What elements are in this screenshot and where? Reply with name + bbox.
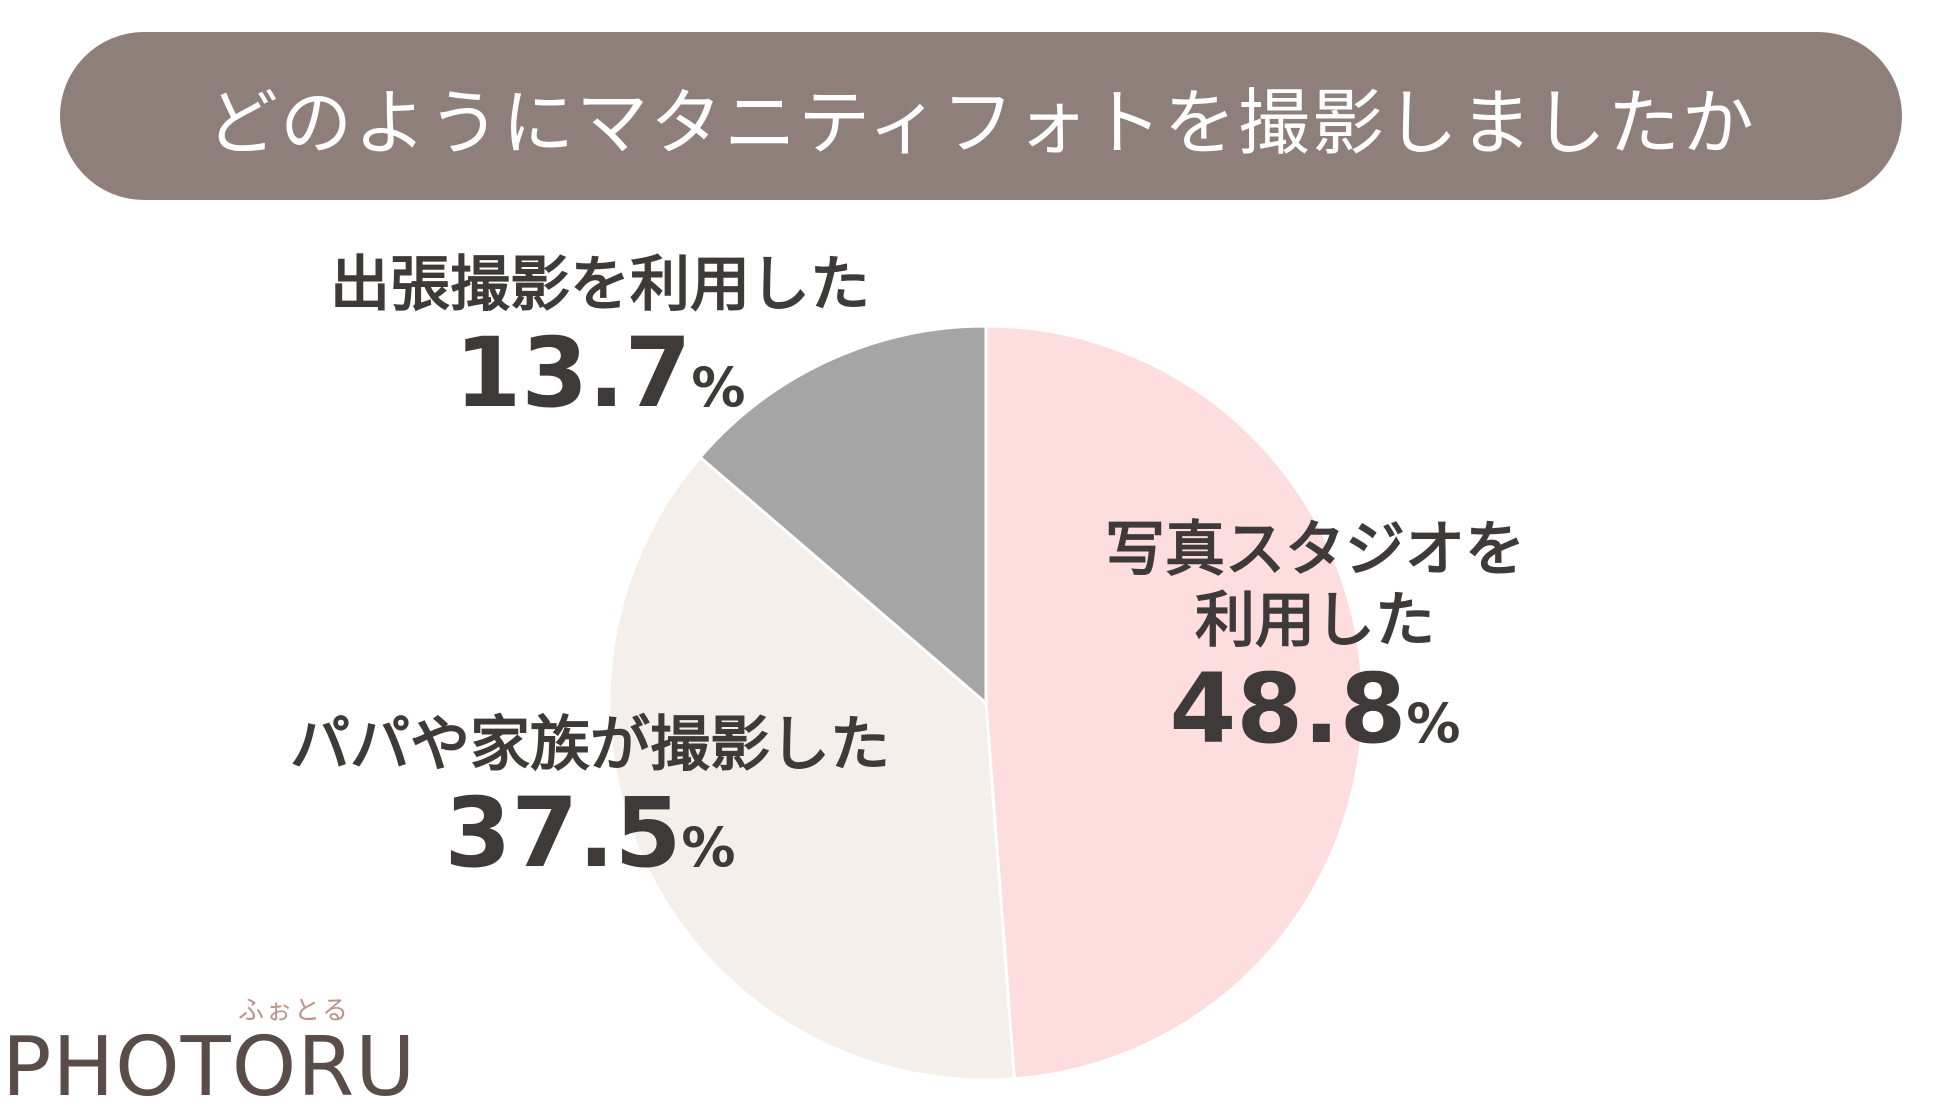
pie-slice-onsite [697,324,988,707]
slice-label-studio: 写真スタジオを 利用した 48.8% [1065,515,1565,762]
slice-label-studio-line-2: 利用した [1195,585,1435,656]
slice-label-onsite-line-1: 出張撮影を利用した [330,250,870,320]
slice-value-family-number: 37.5 [444,776,682,889]
slice-value-studio-unit: % [1406,691,1461,755]
slice-value-family-unit: % [681,815,736,879]
title-bar: どのようにマタニティフォトを撮影しましたか [60,32,1902,200]
pie-slice-family [607,455,1017,1082]
logo-text: PHOTORU [2,1020,417,1115]
logo-kana: ふぉとる [238,996,351,1026]
slice-value-onsite-number: 13.7 [454,316,692,429]
pie-slice-studio [984,324,1365,1081]
photoru-logo: ふぉとる PHOTORU [0,990,415,1115]
slice-value-family: 37.5% [200,780,980,887]
slice-label-family: パパや家族が撮影した 37.5% [200,710,980,886]
slice-value-onsite: 13.7% [240,320,960,427]
slice-label-family-line-1: パパや家族が撮影した [290,710,890,780]
chart-title: どのようにマタニティフォトを撮影しましたか [206,80,1756,165]
slice-value-studio-number: 48.8 [1169,652,1407,765]
slice-label-studio-line-1: 写真スタジオを [1105,515,1525,585]
slice-value-onsite-unit: % [691,355,746,419]
slice-value-studio: 48.8% [1065,656,1565,763]
slice-label-onsite: 出張撮影を利用した 13.7% [240,250,960,426]
